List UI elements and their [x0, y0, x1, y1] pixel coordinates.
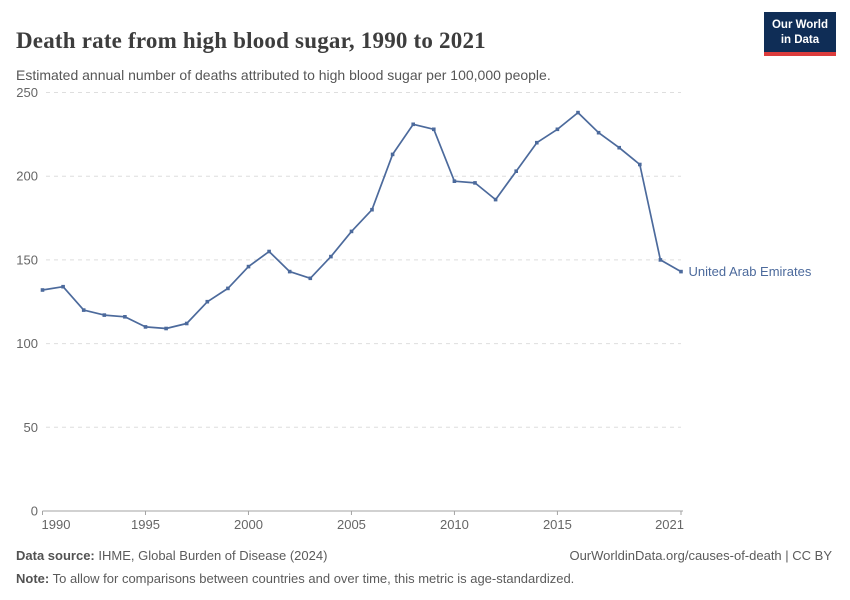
owid-logo[interactable]: Our World in Data [763, 12, 836, 56]
y-tick-label: 50 [24, 420, 38, 435]
data-point[interactable] [40, 288, 45, 292]
x-tick-label: 2005 [337, 517, 366, 532]
owid-logo-line1: Our World [771, 19, 828, 31]
y-tick-label: 0 [31, 504, 38, 519]
data-point[interactable] [576, 110, 580, 115]
x-tick-label: 2010 [440, 517, 469, 532]
data-point[interactable] [452, 179, 457, 183]
data-point[interactable] [514, 169, 518, 173]
data-point[interactable] [143, 325, 148, 329]
series-line [42, 111, 682, 330]
y-tick-label: 250 [16, 85, 38, 100]
series-end-label: United Arab Emirates [689, 264, 812, 279]
x-tick-label: 1995 [131, 517, 160, 532]
data-point[interactable] [638, 162, 642, 167]
data-point[interactable] [226, 286, 230, 291]
data-source-label: Data source: [16, 548, 95, 563]
data-point[interactable] [596, 130, 601, 135]
data-point[interactable] [493, 197, 498, 202]
y-tick-label: 150 [16, 252, 38, 267]
data-point[interactable] [679, 269, 683, 274]
data-point[interactable] [308, 276, 313, 281]
note-value: To allow for comparisons between countri… [49, 570, 575, 586]
data-point[interactable] [473, 181, 477, 185]
data-point[interactable] [658, 258, 663, 262]
data-source-value: IHME, Global Burden of Disease (2024) [94, 548, 328, 563]
data-point[interactable] [370, 207, 374, 212]
data-point[interactable] [164, 326, 168, 331]
line-chart: 0 50 100 150 200 250 1990 1995 2000 2005 2010 2015 2… [16, 85, 812, 532]
x-tick-label: 2021 [655, 517, 684, 532]
data-point[interactable] [329, 254, 333, 259]
page-title: Death rate from high blood sugar, 1990 t… [16, 28, 486, 54]
data-point[interactable] [205, 299, 210, 304]
data-source-text: Data source: IHME, Global Burden of Dise… [16, 547, 327, 565]
chart-footer: Data source: IHME, Global Burden of Dise… [16, 547, 832, 587]
owid-link[interactable]: OurWorldinData.org/causes-of-death | CC … [569, 548, 832, 563]
y-tick-label: 200 [16, 169, 38, 184]
data-point[interactable] [287, 269, 292, 274]
note-label: Note: [16, 570, 50, 586]
data-point[interactable] [535, 140, 539, 145]
data-point[interactable] [349, 229, 354, 234]
data-point[interactable] [555, 127, 560, 132]
data-point[interactable] [411, 122, 415, 127]
data-point[interactable] [432, 127, 436, 132]
x-tick-label: 2000 [234, 517, 263, 532]
x-tick-label: 1990 [42, 517, 71, 532]
data-point[interactable] [184, 321, 189, 326]
data-point[interactable] [81, 308, 86, 312]
data-point[interactable] [123, 315, 127, 319]
data-point[interactable] [267, 249, 271, 254]
data-point[interactable] [390, 152, 395, 157]
data-point[interactable] [61, 284, 65, 289]
note-text: Note: To allow for comparisons between c… [16, 571, 574, 586]
data-point[interactable] [102, 313, 107, 317]
data-point[interactable] [617, 145, 621, 150]
data-point[interactable] [246, 264, 251, 269]
chart-subtitle: Estimated annual number of deaths attrib… [16, 67, 551, 83]
owid-logo-line2: in Data [780, 33, 820, 46]
x-tick-label: 2015 [543, 517, 572, 532]
y-tick-label: 100 [16, 336, 38, 351]
